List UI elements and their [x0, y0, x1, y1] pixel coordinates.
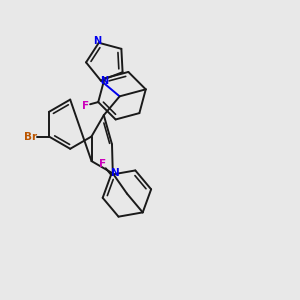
- Text: N: N: [111, 168, 120, 178]
- Text: Br: Br: [24, 131, 37, 142]
- Text: N: N: [94, 36, 102, 46]
- Text: N: N: [100, 76, 108, 85]
- Text: F: F: [99, 159, 106, 169]
- Text: F: F: [82, 100, 89, 111]
